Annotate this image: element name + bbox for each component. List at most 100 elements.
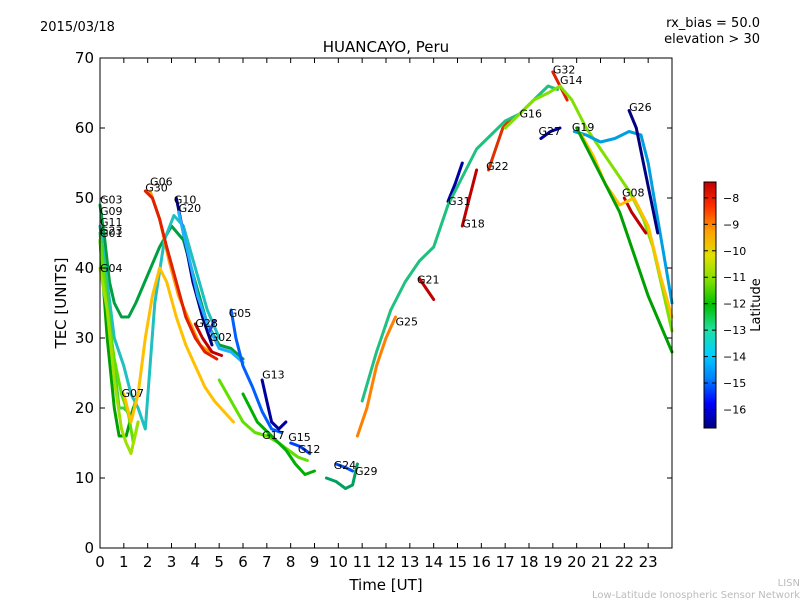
tec-series-line xyxy=(417,277,436,301)
satellite-label: G17 xyxy=(262,429,285,442)
satellite-label: G32 xyxy=(553,63,576,76)
satellite-label: G31 xyxy=(448,195,471,208)
satellite-label: G11 xyxy=(100,216,123,229)
x-tick-label: 13 xyxy=(400,553,419,571)
tec-series-line xyxy=(360,84,560,403)
x-tick-label: 10 xyxy=(329,553,348,571)
satellite-label: G30 xyxy=(145,182,168,195)
y-tick-label: 40 xyxy=(75,259,94,277)
colorbar-tick-label: −8 xyxy=(723,192,739,205)
x-tick-label: 19 xyxy=(543,553,562,571)
satellite-label: G24 xyxy=(334,459,357,472)
tec-series-line xyxy=(177,210,245,364)
x-tick-label: 18 xyxy=(519,553,538,571)
colorbar-tick-label: −15 xyxy=(723,377,746,390)
x-tick-label: 17 xyxy=(496,553,515,571)
satellite-label: G21 xyxy=(417,273,440,286)
tec-series-line xyxy=(487,116,514,172)
x-tick-label: 12 xyxy=(376,553,395,571)
satellite-label: G15 xyxy=(288,431,311,444)
elevation-label: elevation > 30 xyxy=(664,32,760,47)
colorbar-tick-label: −14 xyxy=(723,351,746,364)
tec-series-line xyxy=(627,109,660,235)
y-tick-label: 60 xyxy=(75,119,94,137)
tec-series-line xyxy=(539,126,562,140)
satellite-label: G14 xyxy=(560,74,583,87)
x-tick-label: 1 xyxy=(119,553,129,571)
tec-series-line xyxy=(98,266,140,455)
tec-series-line xyxy=(143,189,219,361)
satellite-label: G13 xyxy=(262,369,285,382)
satellite-label: G05 xyxy=(229,307,252,320)
x-tick-label: 16 xyxy=(472,553,491,571)
tec-series-line xyxy=(98,238,135,438)
colorbar-tick-label: −16 xyxy=(723,403,746,416)
satellite-label: G29 xyxy=(355,465,378,478)
tec-series-line xyxy=(334,462,355,473)
satellite-label: G12 xyxy=(298,443,321,456)
x-tick-label: 8 xyxy=(286,553,296,571)
tec-series-line xyxy=(217,378,309,462)
tec-series-line xyxy=(460,168,479,228)
satellite-label: G19 xyxy=(572,121,595,134)
x-tick-label: 20 xyxy=(567,553,586,571)
x-tick-label: 14 xyxy=(424,553,443,571)
x-tick-label: 11 xyxy=(353,553,372,571)
tec-series-line xyxy=(622,196,648,235)
tec-series-line xyxy=(260,378,288,431)
satellite-label: G09 xyxy=(100,205,123,218)
tec-series-line xyxy=(98,214,221,431)
satellite-label: G08 xyxy=(622,187,645,200)
tec-series-line xyxy=(575,126,674,354)
tec-series-line xyxy=(193,322,224,357)
x-tick-label: 2 xyxy=(143,553,153,571)
x-tick-label: 3 xyxy=(167,553,177,571)
x-axis-label: Time [UT] xyxy=(348,576,422,594)
satellite-label: G27 xyxy=(539,125,562,138)
y-tick-label: 0 xyxy=(84,539,94,557)
colorbar-tick-label: −10 xyxy=(723,245,746,258)
x-tick-label: 22 xyxy=(615,553,634,571)
y-tick-label: 70 xyxy=(75,49,94,67)
plot-area xyxy=(98,70,674,490)
satellite-label: G18 xyxy=(462,217,485,230)
rx-bias-label: rx_bias = 50.0 xyxy=(666,16,760,31)
network-label: Low-Latitude Ionospheric Sensor Network xyxy=(592,590,800,600)
satellite-label: G16 xyxy=(519,108,542,121)
tec-series-line xyxy=(208,319,216,333)
satellite-label: G03 xyxy=(100,194,123,207)
satellite-label: G04 xyxy=(100,262,123,275)
tec-series-line xyxy=(229,308,283,434)
tec-series-line xyxy=(289,441,312,455)
date-label: 2015/03/18 xyxy=(40,20,115,35)
lisn-label: LISN xyxy=(778,578,800,589)
satellite-label: G20 xyxy=(179,202,202,215)
tec-series-line xyxy=(446,161,464,203)
colorbar xyxy=(703,181,717,429)
satellite-label: G10 xyxy=(174,194,197,207)
y-tick-label: 30 xyxy=(75,329,94,347)
satellite-label: G02 xyxy=(210,331,233,344)
colorbar-tick-label: −9 xyxy=(723,218,739,231)
x-tick-label: 15 xyxy=(448,553,467,571)
tec-series-line xyxy=(324,462,359,490)
y-tick-label: 20 xyxy=(75,399,94,417)
x-tick-label: 21 xyxy=(591,553,610,571)
chart-title: HUANCAYO, Peru xyxy=(323,38,449,56)
y-axis-label: TEC [UNITS] xyxy=(52,258,70,350)
x-tick-label: 4 xyxy=(191,553,201,571)
satellite-label: G06 xyxy=(150,175,173,188)
colorbar-tick-label: −12 xyxy=(723,298,746,311)
tec-series-line xyxy=(122,266,235,424)
x-axis: 0 1 2 3 4 5 6 7 8 9 10 11 12 13 14 15 16 17 18 19 20 21 22 23 xyxy=(95,58,658,571)
tec-series-line xyxy=(241,392,316,476)
x-tick-label: 7 xyxy=(262,553,272,571)
tec-series-line xyxy=(579,133,674,319)
colorbar-tick-label: −13 xyxy=(723,324,746,337)
satellite-label: G23 xyxy=(100,224,123,237)
satellite-label: G26 xyxy=(629,101,652,114)
x-tick-label: 23 xyxy=(639,553,658,571)
y-tick-label: 10 xyxy=(75,469,94,487)
